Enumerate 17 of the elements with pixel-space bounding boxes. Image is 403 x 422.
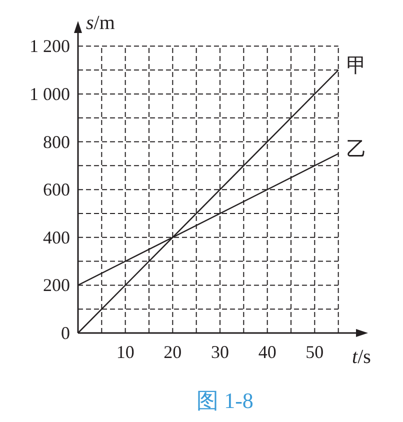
y-tick-label: 400 — [43, 227, 70, 248]
x-tick-label: 40 — [258, 342, 276, 362]
y-tick-label: 0 — [61, 323, 70, 343]
y-tick-label: 200 — [43, 275, 70, 296]
y-tick-label: 1 000 — [30, 84, 70, 104]
x-tick-label: 10 — [116, 342, 134, 362]
x-tick-label: 20 — [164, 342, 182, 362]
y-tick-label: 1 200 — [30, 36, 70, 56]
series-label: 乙 — [346, 138, 366, 161]
x-tick-label: 50 — [306, 342, 324, 362]
y-tick-label: 600 — [43, 180, 70, 200]
y-tick-label: 800 — [43, 132, 70, 152]
caption: 图 1-8 — [196, 388, 254, 413]
series-label: 甲 — [346, 55, 366, 78]
x-tick-label: 30 — [211, 342, 229, 362]
x-axis-title: t/s — [352, 346, 372, 368]
y-axis-title: s/m — [86, 12, 116, 34]
